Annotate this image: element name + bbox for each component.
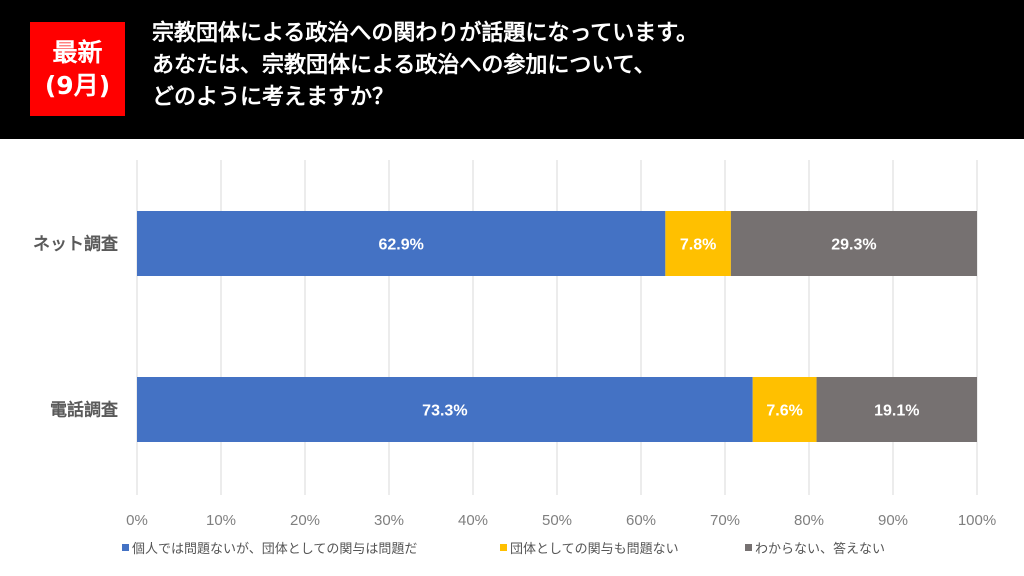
legend-item-series-2: 団体としての関与も問題ない <box>500 538 679 557</box>
category-label: 電話調査 <box>50 400 119 421</box>
x-tick-label: 60% <box>626 512 656 529</box>
x-tick-label: 20% <box>290 512 320 529</box>
data-label: 7.8% <box>680 237 716 254</box>
data-label: 19.1% <box>874 403 919 420</box>
question-title: 宗教団体による政治への関わりが話題になっています。 あなたは、宗教団体による政治… <box>152 18 698 114</box>
x-tick-label: 0% <box>126 512 148 529</box>
bar-segment <box>816 377 977 442</box>
bar-segment <box>137 211 666 276</box>
legend-swatch-gray <box>745 544 752 551</box>
bar-segments <box>137 211 977 442</box>
badge-line-2: (9月) <box>44 71 111 100</box>
bar-segment <box>665 211 731 276</box>
x-tick-label: 80% <box>794 512 824 529</box>
x-tick-label: 90% <box>878 512 908 529</box>
badge-line-1: 最新 <box>52 38 103 67</box>
x-tick-label: 50% <box>542 512 572 529</box>
category-label: ネット調査 <box>33 234 119 255</box>
x-tick-label: 40% <box>458 512 488 529</box>
data-label: 29.3% <box>831 237 876 254</box>
legend-label: 個人では問題ないが、団体としての関与は問題だ <box>132 542 418 557</box>
bar-segment <box>137 377 753 442</box>
data-label: 73.3% <box>422 403 467 420</box>
legend-swatch-yellow <box>500 544 507 551</box>
legend-item-series-1: 個人では問題ないが、団体としての関与は問題だ <box>122 538 417 557</box>
header-banner: 最新 (9月) 宗教団体による政治への関わりが話題になっています。 あなたは、宗… <box>0 0 1024 139</box>
x-axis-ticks: 0% 10% 20% 30% 40% 50% 60% 70% 80% 90% 100% <box>126 512 996 529</box>
legend-item-series-3: わからない、答えない <box>745 538 885 557</box>
data-labels: 62.9% 7.8% 29.3% 73.3% 7.6% 19.1% <box>378 237 919 420</box>
x-tick-label: 10% <box>206 512 236 529</box>
x-tick-label: 70% <box>710 512 740 529</box>
x-tick-label: 100% <box>958 512 996 529</box>
bar-segment <box>752 377 817 442</box>
data-label: 7.6% <box>766 403 802 420</box>
legend-label: 団体としての関与も問題ない <box>510 542 679 557</box>
latest-badge: 最新 (9月) <box>30 22 125 116</box>
title-line-1: 宗教団体による政治への関わりが話題になっています。 <box>152 21 699 46</box>
legend-swatch-blue <box>122 544 129 551</box>
title-line-3: どのように考えますか？ <box>152 85 395 110</box>
gridlines <box>136 160 978 495</box>
legend: 個人では問題ないが、団体としての関与は問題だ 団体としての関与も問題ない わから… <box>0 538 1024 558</box>
data-label: 62.9% <box>378 237 423 254</box>
x-tick-label: 30% <box>374 512 404 529</box>
bar-segment <box>730 211 977 276</box>
legend-label: わからない、答えない <box>755 542 886 557</box>
title-line-2: あなたは、宗教団体による政治への参加について、 <box>152 53 656 78</box>
